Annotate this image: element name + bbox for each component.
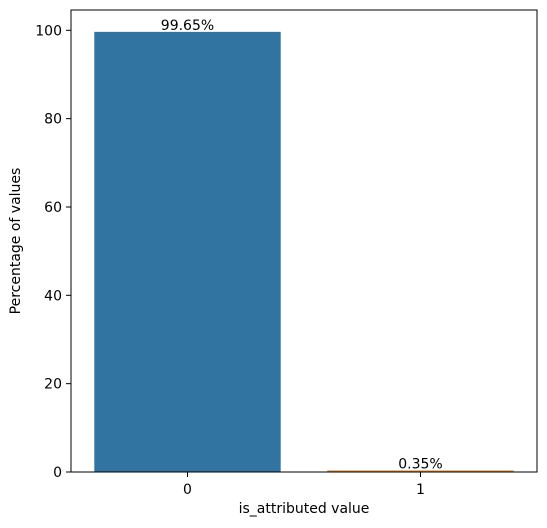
- data-label-1: 0.35%: [398, 456, 442, 472]
- x-axis-label: is_attributed value: [239, 501, 370, 517]
- y-tick-label-0: 0: [53, 465, 62, 481]
- y-tick-label-60: 60: [44, 200, 62, 216]
- plot-frame: [70, 9, 538, 473]
- x-tick-label-1: 1: [416, 482, 425, 498]
- bar-1: [327, 470, 514, 472]
- data-labels-group: 99.65% 0.35%: [161, 18, 443, 473]
- y-tick-label-80: 80: [44, 112, 62, 128]
- x-tick-label-0: 0: [183, 482, 192, 498]
- y-tick-label-40: 40: [44, 288, 62, 304]
- y-axis-label: Percentage of values: [8, 168, 24, 315]
- y-axis: 0 20 40 60 80 100: [35, 23, 71, 481]
- bar-0: [94, 31, 281, 473]
- bars-group: [94, 31, 514, 473]
- y-tick-label-100: 100: [35, 23, 62, 39]
- data-label-0: 99.65%: [161, 18, 214, 34]
- y-tick-label-20: 20: [44, 377, 62, 393]
